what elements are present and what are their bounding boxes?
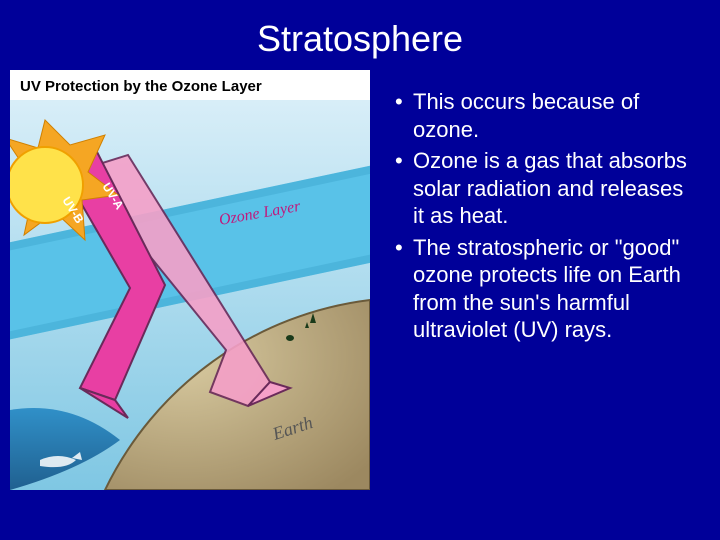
bullet-list: This occurs because of ozone. Ozone is a… — [370, 68, 710, 490]
list-item: The stratospheric or "good" ozone protec… — [395, 234, 695, 344]
list-item: This occurs because of ozone. — [395, 88, 695, 143]
slide-title: Stratosphere — [0, 0, 720, 68]
list-item: Ozone is a gas that absorbs solar radiat… — [395, 147, 695, 230]
ozone-diagram: Ozone Layer Earth — [10, 100, 370, 490]
diagram-title: UV Protection by the Ozone Layer — [10, 70, 370, 99]
diagram-panel: UV Protection by the Ozone Layer — [10, 70, 370, 490]
content-row: UV Protection by the Ozone Layer — [0, 68, 720, 490]
